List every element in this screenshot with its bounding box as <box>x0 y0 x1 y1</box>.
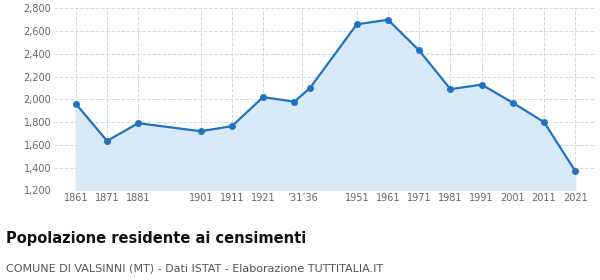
Text: Popolazione residente ai censimenti: Popolazione residente ai censimenti <box>6 231 306 246</box>
Text: COMUNE DI VALSINNI (MT) - Dati ISTAT - Elaborazione TUTTITALIA.IT: COMUNE DI VALSINNI (MT) - Dati ISTAT - E… <box>6 263 383 273</box>
